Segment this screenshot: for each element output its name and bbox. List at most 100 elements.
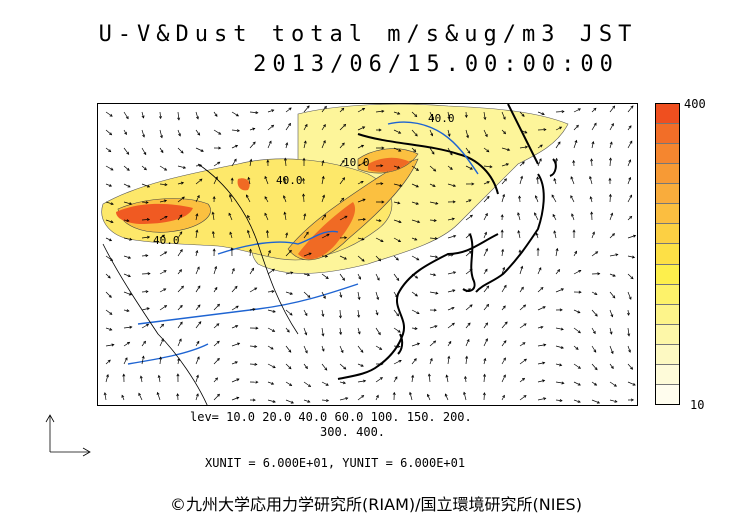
wind-vector-head: [176, 393, 180, 397]
wind-vector-head: [450, 253, 454, 257]
wind-vector-head: [197, 132, 201, 136]
wind-vector-head: [215, 176, 218, 180]
wind-vector-head: [325, 254, 329, 258]
wind-vector-head: [344, 215, 348, 219]
wind-vector: [105, 237, 112, 241]
wind-vector-head: [523, 395, 527, 398]
wind-vector-head: [592, 330, 596, 335]
wind-vector-head: [380, 164, 384, 168]
wind-vector: [195, 129, 200, 136]
wind-vector: [266, 230, 269, 239]
wind-vector: [375, 219, 382, 222]
wind-vector-head: [235, 325, 239, 328]
wind-vector-head: [127, 341, 131, 345]
wind-vector-head: [464, 114, 468, 119]
wind-vector: [501, 178, 507, 185]
wind-vector: [357, 198, 366, 203]
wind-vector: [321, 233, 330, 239]
copyright-credit: ©九州大学応用力学研究所(RIAM)/国立環境研究所(NIES): [170, 495, 582, 514]
wind-vector-head: [589, 175, 592, 180]
colorbar-segment: [656, 304, 679, 325]
wind-vector: [267, 363, 276, 368]
wind-vector: [519, 111, 525, 117]
river-yangtze: [137, 283, 359, 325]
wind-vector-head: [630, 105, 634, 109]
wind-vector: [267, 345, 274, 350]
wind-vector-head: [517, 212, 521, 216]
contour-label: 40.0: [276, 174, 303, 187]
wind-vector-head: [217, 161, 221, 165]
wind-vector-head: [593, 349, 597, 353]
wind-vector-head: [447, 133, 451, 137]
wind-vector-head: [321, 159, 325, 164]
wind-vector-head: [321, 313, 325, 317]
wind-vector-head: [248, 248, 252, 252]
wind-vector: [267, 290, 274, 293]
wind-vector-head: [247, 176, 251, 180]
wind-vector-head: [268, 140, 272, 144]
wind-vector: [411, 273, 418, 279]
wind-vector: [429, 129, 433, 136]
wind-vector: [609, 363, 614, 369]
wind-vector-head: [465, 355, 469, 359]
wind-vector: [429, 340, 436, 347]
colorbar-segment: [656, 384, 679, 404]
wind-vector-head: [518, 195, 522, 199]
wind-vector: [609, 254, 618, 257]
wind-vector-head: [362, 161, 366, 165]
wind-vector-head: [559, 399, 563, 403]
wind-vector: [321, 214, 326, 221]
wind-vector-head: [363, 379, 367, 383]
wind-vector-head: [609, 157, 613, 161]
wind-vector: [321, 345, 325, 352]
wind-vector: [573, 381, 581, 386]
wind-vector: [105, 147, 111, 152]
wind-vector-head: [591, 141, 595, 145]
wind-vector-head: [610, 365, 614, 370]
wind-vector-head: [397, 165, 401, 169]
wind-vector: [463, 392, 467, 401]
wind-vector-head: [597, 272, 601, 276]
wind-vector-head: [534, 195, 538, 199]
wind-vector-head: [143, 340, 146, 344]
wind-vector: [555, 345, 564, 349]
wind-vector-head: [196, 356, 200, 360]
wind-vector-head: [103, 392, 107, 396]
wind-vector-head: [146, 184, 151, 188]
wind-vector: [159, 165, 167, 171]
wind-vector: [465, 214, 473, 221]
wind-vector: [195, 213, 198, 221]
wind-vector-head: [378, 128, 382, 132]
colorbar-min-label: 10: [690, 398, 705, 412]
wind-vector: [483, 304, 489, 311]
wind-vector-head: [142, 134, 146, 138]
wind-vector-head: [146, 235, 151, 239]
wind-vector: [465, 147, 471, 154]
wind-vector: [483, 358, 486, 365]
wind-vector: [177, 249, 183, 257]
wind-vector: [465, 129, 469, 138]
wind-vector-head: [416, 342, 421, 346]
wind-vector-head: [271, 289, 275, 293]
wind-vector-head: [630, 366, 634, 370]
wind-vector-head: [555, 247, 559, 252]
wind-vector-head: [270, 346, 274, 350]
wind-vector-head: [594, 382, 598, 386]
wind-vector: [177, 129, 181, 137]
wind-vector-head: [430, 133, 434, 137]
wind-vector: [483, 338, 488, 347]
wind-vector-head: [610, 314, 614, 318]
wind-vector-head: [129, 325, 133, 329]
wind-vector: [303, 309, 308, 316]
wind-vector-head: [543, 343, 547, 347]
wind-vector-head: [578, 290, 582, 294]
wind-vector: [123, 357, 128, 365]
wind-vector: [285, 107, 292, 113]
wind-vector: [249, 249, 252, 257]
wind-vector: [177, 338, 182, 347]
wind-vector: [627, 125, 632, 131]
wind-vector: [573, 108, 581, 113]
wind-vector-head: [397, 329, 401, 333]
wind-vector: [159, 288, 166, 293]
wind-vector: [212, 212, 215, 221]
